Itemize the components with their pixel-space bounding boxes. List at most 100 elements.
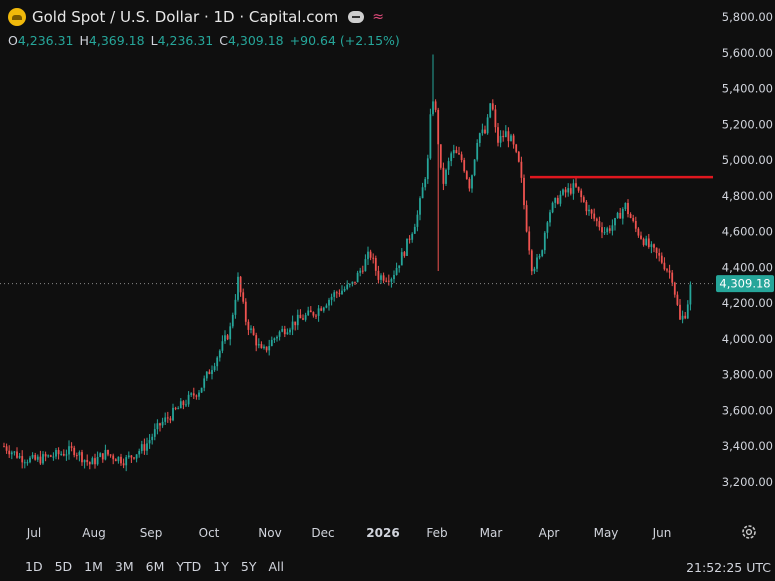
candle-body: [452, 150, 455, 154]
candle-body: [598, 221, 601, 228]
candle-body: [491, 103, 494, 110]
candle-body: [109, 454, 112, 456]
timeframe-5y[interactable]: 5Y: [240, 559, 257, 574]
candle-body: [125, 457, 128, 466]
price-tick-label: 3,600.00: [722, 403, 773, 417]
settings-gear-icon[interactable]: [741, 524, 757, 540]
candle-body: [411, 233, 414, 240]
candle-body: [603, 232, 606, 234]
candle-body: [44, 454, 47, 457]
candle-body: [315, 315, 317, 317]
timeframe-1m[interactable]: 1M: [84, 559, 103, 574]
candle-body: [660, 255, 663, 263]
candle-body: [257, 344, 260, 346]
time-tick-label: Apr: [539, 526, 560, 540]
price-tick-label: 5,000.00: [722, 153, 773, 167]
candle-body: [21, 456, 24, 463]
candle-body: [177, 408, 180, 410]
timeframe-5d[interactable]: 5D: [54, 559, 73, 574]
candle-body: [406, 238, 408, 256]
candle-body: [88, 462, 91, 465]
timeframe-1d[interactable]: 1D: [25, 559, 43, 574]
candle-body: [601, 227, 603, 233]
time-tick-label: 2026: [366, 526, 399, 540]
candle-body: [510, 135, 512, 142]
candle-body: [663, 262, 666, 270]
candle-body: [395, 267, 398, 275]
candle-body: [419, 198, 421, 215]
price-tick-label: 4,600.00: [722, 225, 773, 239]
time-tick-label: Feb: [426, 526, 447, 540]
utc-clock[interactable]: 21:52:25 UTC: [686, 560, 771, 575]
candle-body: [117, 456, 120, 462]
candle-body: [242, 292, 245, 302]
candle-body: [564, 189, 567, 193]
candle-body: [75, 455, 78, 457]
candle-body: [39, 456, 42, 464]
candle-body: [374, 258, 377, 271]
candle-body: [385, 280, 388, 282]
candle-body: [81, 452, 83, 463]
candle-body: [504, 131, 507, 138]
candle-body: [593, 213, 596, 219]
candle-body: [120, 456, 122, 464]
time-axis[interactable]: Jul Aug Sep Oct Nov Dec 2026 Feb Mar Apr May Jun: [26, 526, 672, 540]
candle-body: [494, 109, 497, 128]
timeframe-ytd[interactable]: YTD: [176, 559, 202, 574]
timeframe-all[interactable]: All: [268, 559, 285, 574]
candle-body: [582, 197, 585, 202]
candle-body: [47, 455, 50, 457]
time-tick-label: Aug: [82, 526, 105, 540]
candle-body: [195, 395, 198, 397]
candle-body: [42, 454, 44, 464]
candle-body: [608, 228, 611, 231]
candle-body: [281, 328, 284, 332]
candle-body: [49, 455, 52, 457]
candle-body: [299, 314, 302, 319]
candle-body: [387, 280, 390, 282]
timeframe-3m[interactable]: 3M: [114, 559, 134, 574]
price-tick-label: 5,800.00: [722, 10, 773, 24]
candle-body: [239, 276, 242, 293]
candle-body: [278, 331, 281, 337]
time-tick-label: Nov: [258, 526, 281, 540]
candle-body: [689, 284, 692, 305]
candle-body: [161, 421, 164, 426]
candle-body: [200, 387, 203, 393]
candle-body: [512, 135, 515, 145]
collapse-toggle-icon[interactable]: [348, 11, 365, 23]
candle-body: [460, 154, 463, 161]
candle-body: [432, 101, 434, 115]
candle-body: [68, 446, 70, 455]
candle-body: [380, 275, 382, 280]
candle-body: [421, 187, 424, 199]
candle-body: [611, 225, 614, 231]
time-tick-label: Dec: [311, 526, 334, 540]
candle-body: [148, 440, 151, 444]
candle-body: [642, 238, 645, 245]
price-axis[interactable]: 5,800.00 5,600.00 5,400.00 5,200.00 5,000.00…: [722, 10, 773, 489]
candle-body: [130, 455, 133, 458]
candle-body: [34, 454, 37, 460]
timeframe-6m[interactable]: 6M: [145, 559, 165, 574]
timeframe-1y[interactable]: 1Y: [213, 559, 229, 574]
candle-body: [187, 394, 190, 405]
candle-body: [450, 153, 453, 162]
candle-body: [502, 135, 505, 138]
open-value: 4,236.31: [17, 33, 74, 48]
candle-body: [107, 449, 109, 455]
candle-body: [517, 151, 520, 162]
candle-body: [78, 452, 81, 456]
candle-body: [668, 270, 671, 273]
candle-body: [302, 318, 304, 320]
candle-body: [226, 335, 229, 340]
wave-indicator-icon[interactable]: ≈: [372, 9, 385, 25]
candle-body: [174, 407, 177, 409]
candle-body: [31, 454, 34, 458]
symbol-title[interactable]: Gold Spot / U.S. Dollar · 1D · Capital.c…: [32, 8, 339, 26]
candle-body: [260, 344, 263, 349]
candle-body: [614, 218, 616, 226]
candle-body: [190, 393, 193, 395]
candle-body: [159, 423, 161, 426]
